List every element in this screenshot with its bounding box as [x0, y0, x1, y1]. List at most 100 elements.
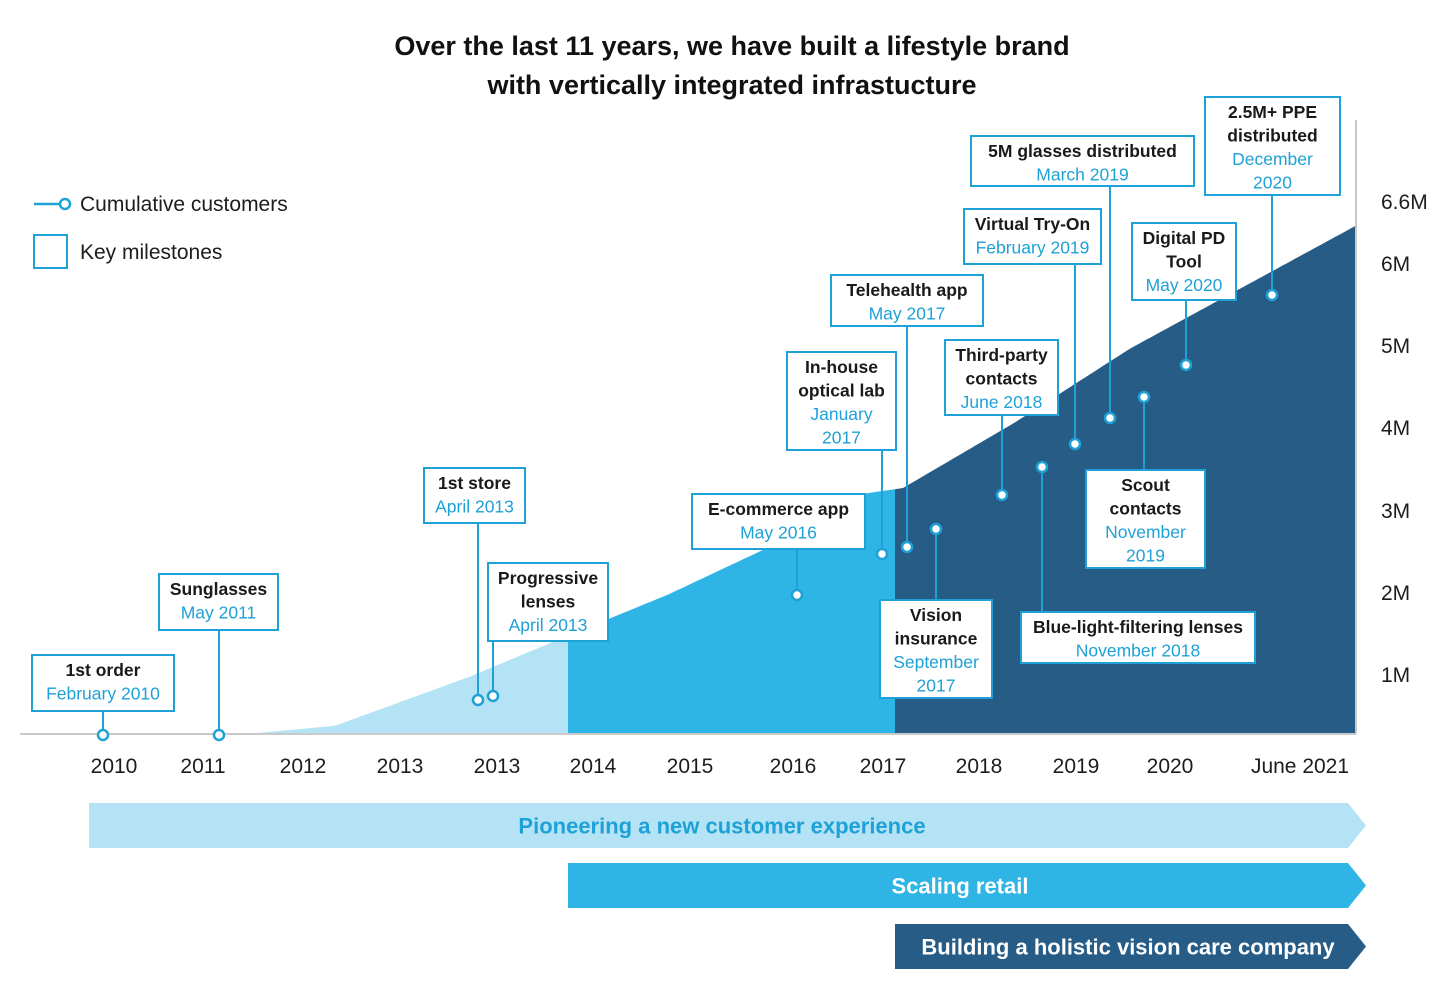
- y-tick-label: 6.6M: [1381, 191, 1428, 214]
- milestone-date: November 2018: [1076, 641, 1201, 661]
- milestone-date: February 2010: [46, 684, 160, 704]
- area-phase-2: [568, 489, 895, 734]
- milestone-marker: [486, 689, 500, 703]
- legend-box-icon: [33, 234, 68, 269]
- x-tick-label: 2019: [1053, 755, 1100, 778]
- milestone-box: [830, 274, 984, 327]
- y-tick-label: 6M: [1381, 253, 1410, 276]
- y-tick-label: 3M: [1381, 500, 1410, 523]
- y-tick-label: 2M: [1381, 582, 1410, 605]
- milestone-marker: [471, 693, 485, 707]
- milestone-label: lenses: [521, 592, 576, 612]
- milestone-label: 1st store: [438, 473, 511, 493]
- milestone-date: January: [810, 404, 873, 424]
- legend: Cumulative customers Key milestones: [33, 193, 288, 269]
- milestone-callout: 1st order February 2010: [31, 654, 175, 742]
- milestone-label: distributed: [1227, 126, 1317, 146]
- milestone-callout: Blue-light-filtering lenses November 2018: [1020, 460, 1256, 664]
- milestone-box: [423, 467, 526, 524]
- milestone-date: April 2013: [509, 615, 588, 635]
- milestone-box: [1131, 222, 1237, 301]
- milestone-box: [31, 654, 175, 712]
- milestone-box: [487, 562, 609, 642]
- milestone-box: [963, 208, 1102, 265]
- milestone-label: Virtual Try-On: [975, 214, 1090, 234]
- milestone-marker: [96, 728, 110, 742]
- milestone-marker: [1179, 358, 1193, 372]
- milestone-label: Digital PD: [1143, 228, 1226, 248]
- x-tick-label: 2013: [377, 755, 424, 778]
- milestone-box: [158, 573, 279, 631]
- milestone-marker: [929, 522, 943, 536]
- area-phase-1: [247, 635, 568, 734]
- milestone-callout: 1st store April 2013: [423, 467, 526, 707]
- legend-label-customers: Cumulative customers: [80, 193, 288, 216]
- milestone-marker: [1103, 411, 1117, 425]
- milestone-callout: 5M glasses distributed March 2019: [970, 135, 1195, 425]
- milestone-callout: Virtual Try-On February 2019: [963, 208, 1102, 451]
- milestone-date: September: [893, 652, 979, 672]
- milestone-marker: [1068, 437, 1082, 451]
- x-tick-label: 2012: [280, 755, 327, 778]
- milestone-box: [1204, 96, 1341, 196]
- milestone-label: 2.5M+ PPE: [1228, 102, 1317, 122]
- milestone-callout: Digital PD Tool May 2020: [1131, 222, 1237, 372]
- milestone-callout: In-house optical lab January 2017: [786, 351, 897, 561]
- milestone-date: February 2019: [976, 238, 1090, 258]
- milestone-label: 1st order: [66, 660, 141, 680]
- milestone-date: 2017: [822, 428, 861, 448]
- y-tick-label: 5M: [1381, 335, 1410, 358]
- milestone-date: April 2013: [435, 497, 514, 517]
- milestone-date: May 2020: [1146, 275, 1223, 295]
- milestone-date: June 2018: [961, 392, 1043, 412]
- milestone-box: [691, 493, 866, 550]
- milestone-marker: [790, 588, 804, 602]
- milestone-marker: [212, 728, 226, 742]
- milestone-box: [879, 599, 993, 699]
- x-tick-label: 2016: [770, 755, 817, 778]
- phase-arrow: [568, 863, 1366, 908]
- x-tick-label: June 2021: [1251, 755, 1349, 778]
- milestone-date: May 2011: [181, 603, 257, 623]
- milestone-date: May 2017: [869, 304, 946, 324]
- x-tick-label: 2010: [91, 755, 138, 778]
- milestone-date: December: [1232, 149, 1313, 169]
- milestone-callout: Sunglasses May 2011: [158, 573, 279, 742]
- x-axis: 2010 2011 2012 2013 2013 2014 2015 2016 2017 2018…: [20, 733, 1356, 778]
- milestone-box: [970, 135, 1195, 187]
- phase-label: Pioneering a new customer experience: [518, 814, 925, 839]
- milestone-callout: Third-party contacts June 2018: [944, 339, 1059, 502]
- milestone-marker: [1265, 288, 1279, 302]
- milestone-label: Scout: [1121, 475, 1170, 495]
- milestone-marker: [1035, 460, 1049, 474]
- milestone-callout: Vision insurance September 2017: [879, 522, 993, 699]
- milestone-marker: [875, 547, 889, 561]
- x-tick-label: 2018: [956, 755, 1003, 778]
- milestone-label: In-house: [805, 357, 878, 377]
- milestone-label: Progressive: [498, 568, 598, 588]
- milestone-callout: 2.5M+ PPE distributed December 2020: [1204, 96, 1341, 302]
- phase-arrow: [895, 924, 1366, 969]
- milestone-date: 2020: [1253, 173, 1292, 193]
- milestone-label: insurance: [895, 629, 978, 649]
- milestone-callout: Progressive lenses April 2013: [486, 562, 609, 703]
- chart-title: Over the last 11 years, we have built a …: [394, 31, 1069, 100]
- x-tick-label: 2015: [667, 755, 714, 778]
- milestone-marker: [995, 488, 1009, 502]
- milestone-callout: Telehealth app May 2017: [830, 274, 984, 554]
- milestone-label: E-commerce app: [708, 499, 849, 519]
- title-line: with vertically integrated infrastucture: [486, 70, 976, 100]
- milestone-box: [944, 339, 1059, 416]
- phase-label: Building a holistic vision care company: [921, 935, 1335, 960]
- milestone-label: Vision: [910, 605, 962, 625]
- milestone-date: March 2019: [1036, 165, 1128, 185]
- phase-arrow: [89, 803, 1366, 848]
- milestone-label: Telehealth app: [846, 280, 967, 300]
- milestone-label: Third-party: [955, 345, 1048, 365]
- milestone-label: optical lab: [798, 381, 885, 401]
- title-line: Over the last 11 years, we have built a …: [394, 31, 1069, 61]
- milestone-label: 5M glasses distributed: [988, 141, 1177, 161]
- y-tick-label: 4M: [1381, 417, 1410, 440]
- legend-label-milestones: Key milestones: [80, 241, 222, 264]
